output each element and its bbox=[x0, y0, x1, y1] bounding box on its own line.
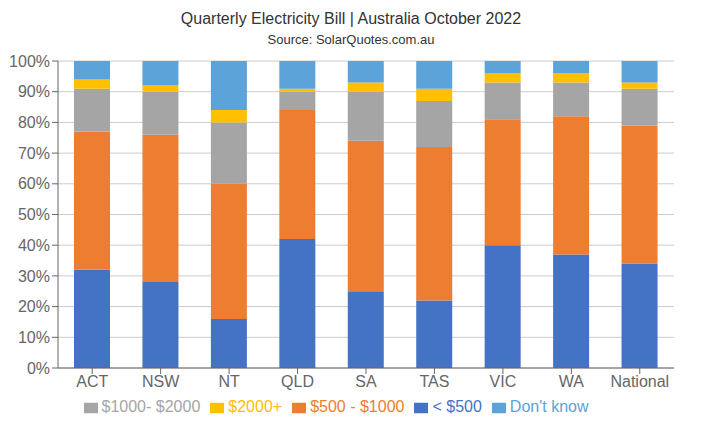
html-text:$500 - $1000: $500 - $1000 bbox=[310, 398, 405, 415]
html-text:Don't know: Don't know bbox=[509, 398, 589, 415]
svg-text:SA: SA bbox=[355, 373, 377, 390]
svg-text:60%: 60% bbox=[18, 175, 50, 192]
svg-text:0%: 0% bbox=[27, 360, 50, 377]
svg-text:40%: 40% bbox=[18, 237, 50, 254]
svg-text:20%: 20% bbox=[18, 298, 50, 315]
svg-text:30%: 30% bbox=[18, 268, 50, 285]
svg-text:80%: 80% bbox=[18, 114, 50, 131]
svg-text:VIC: VIC bbox=[490, 373, 517, 390]
svg-text:10%: 10% bbox=[18, 329, 50, 346]
html-text:Quarterly Electricity Bill | A: Quarterly Electricity Bill | Australia O… bbox=[180, 10, 522, 27]
html-text:$1000- $2000: $1000- $2000 bbox=[101, 398, 201, 415]
svg-text:National: National bbox=[610, 373, 669, 390]
svg-text:90%: 90% bbox=[18, 83, 50, 100]
svg-text:50%: 50% bbox=[18, 206, 50, 223]
svg-text:NSW: NSW bbox=[142, 373, 180, 390]
svg-text:ACT: ACT bbox=[76, 373, 108, 390]
html-text:$2000+: $2000+ bbox=[228, 398, 283, 415]
svg-text:100%: 100% bbox=[9, 53, 50, 70]
svg-text:WA: WA bbox=[559, 373, 585, 390]
svg-text:NT: NT bbox=[218, 373, 240, 390]
svg-text:QLD: QLD bbox=[281, 373, 314, 390]
svg-text:70%: 70% bbox=[18, 145, 50, 162]
html-text:Source: SolarQuotes.com.au: Source: SolarQuotes.com.au bbox=[267, 32, 435, 47]
svg-text:TAS: TAS bbox=[419, 373, 449, 390]
html-text:< $500: < $500 bbox=[432, 398, 482, 415]
